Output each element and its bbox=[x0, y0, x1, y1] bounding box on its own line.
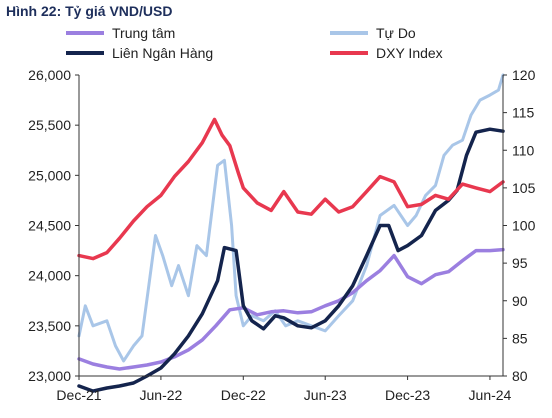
y-left-tick-label: 23,500 bbox=[28, 318, 71, 334]
y-left-tick-label: 23,000 bbox=[28, 368, 71, 384]
x-tick-label: Jun-24 bbox=[469, 387, 512, 403]
y-right-tick-label: 120 bbox=[512, 67, 536, 83]
legend-label-1: Tự Do bbox=[376, 25, 416, 41]
y-right-tick-label: 80 bbox=[512, 368, 528, 384]
plot-lines bbox=[77, 73, 505, 393]
legend-label-3: DXY Index bbox=[376, 45, 443, 61]
series-line-0 bbox=[77, 247, 505, 371]
series-line-1 bbox=[77, 73, 505, 363]
y-right-tick-label: 100 bbox=[512, 218, 536, 234]
series-line-3 bbox=[77, 117, 505, 261]
y-left-tick-label: 25,500 bbox=[28, 117, 71, 133]
series-line-2 bbox=[77, 127, 505, 393]
y-right-tick-label: 85 bbox=[512, 330, 528, 346]
x-tick-label: Dec-23 bbox=[385, 387, 430, 403]
y-right-tick-label: 95 bbox=[512, 255, 528, 271]
y-left-tick-label: 26,000 bbox=[28, 67, 71, 83]
y-right-tick-label: 90 bbox=[512, 293, 528, 309]
legend-label-2: Liên Ngân Hàng bbox=[112, 45, 213, 61]
axes: 23,000 23,500 24,000 24,500 25,000 25,500 26,0… bbox=[28, 67, 535, 403]
x-tick-label: Jun-22 bbox=[140, 387, 183, 403]
y-left-tick-label: 25,000 bbox=[28, 167, 71, 183]
y-right-tick-label: 115 bbox=[512, 105, 535, 121]
x-tick-label: Dec-21 bbox=[56, 387, 101, 403]
y-left-tick-label: 24,000 bbox=[28, 268, 71, 284]
legend: Trung tâm Tự Do Liên Ngân Hàng DXY Index bbox=[66, 25, 443, 61]
y-right-tick-label: 105 bbox=[512, 180, 536, 196]
y-left-tick-label: 24,500 bbox=[28, 218, 71, 234]
x-tick-label: Jun-23 bbox=[304, 387, 347, 403]
y-right-tick-label: 110 bbox=[512, 142, 535, 158]
x-tick-label: Dec-22 bbox=[221, 387, 266, 403]
legend-label-0: Trung tâm bbox=[112, 25, 175, 41]
chart-title: Hình 22: Tỷ giá VND/USD bbox=[6, 3, 173, 19]
